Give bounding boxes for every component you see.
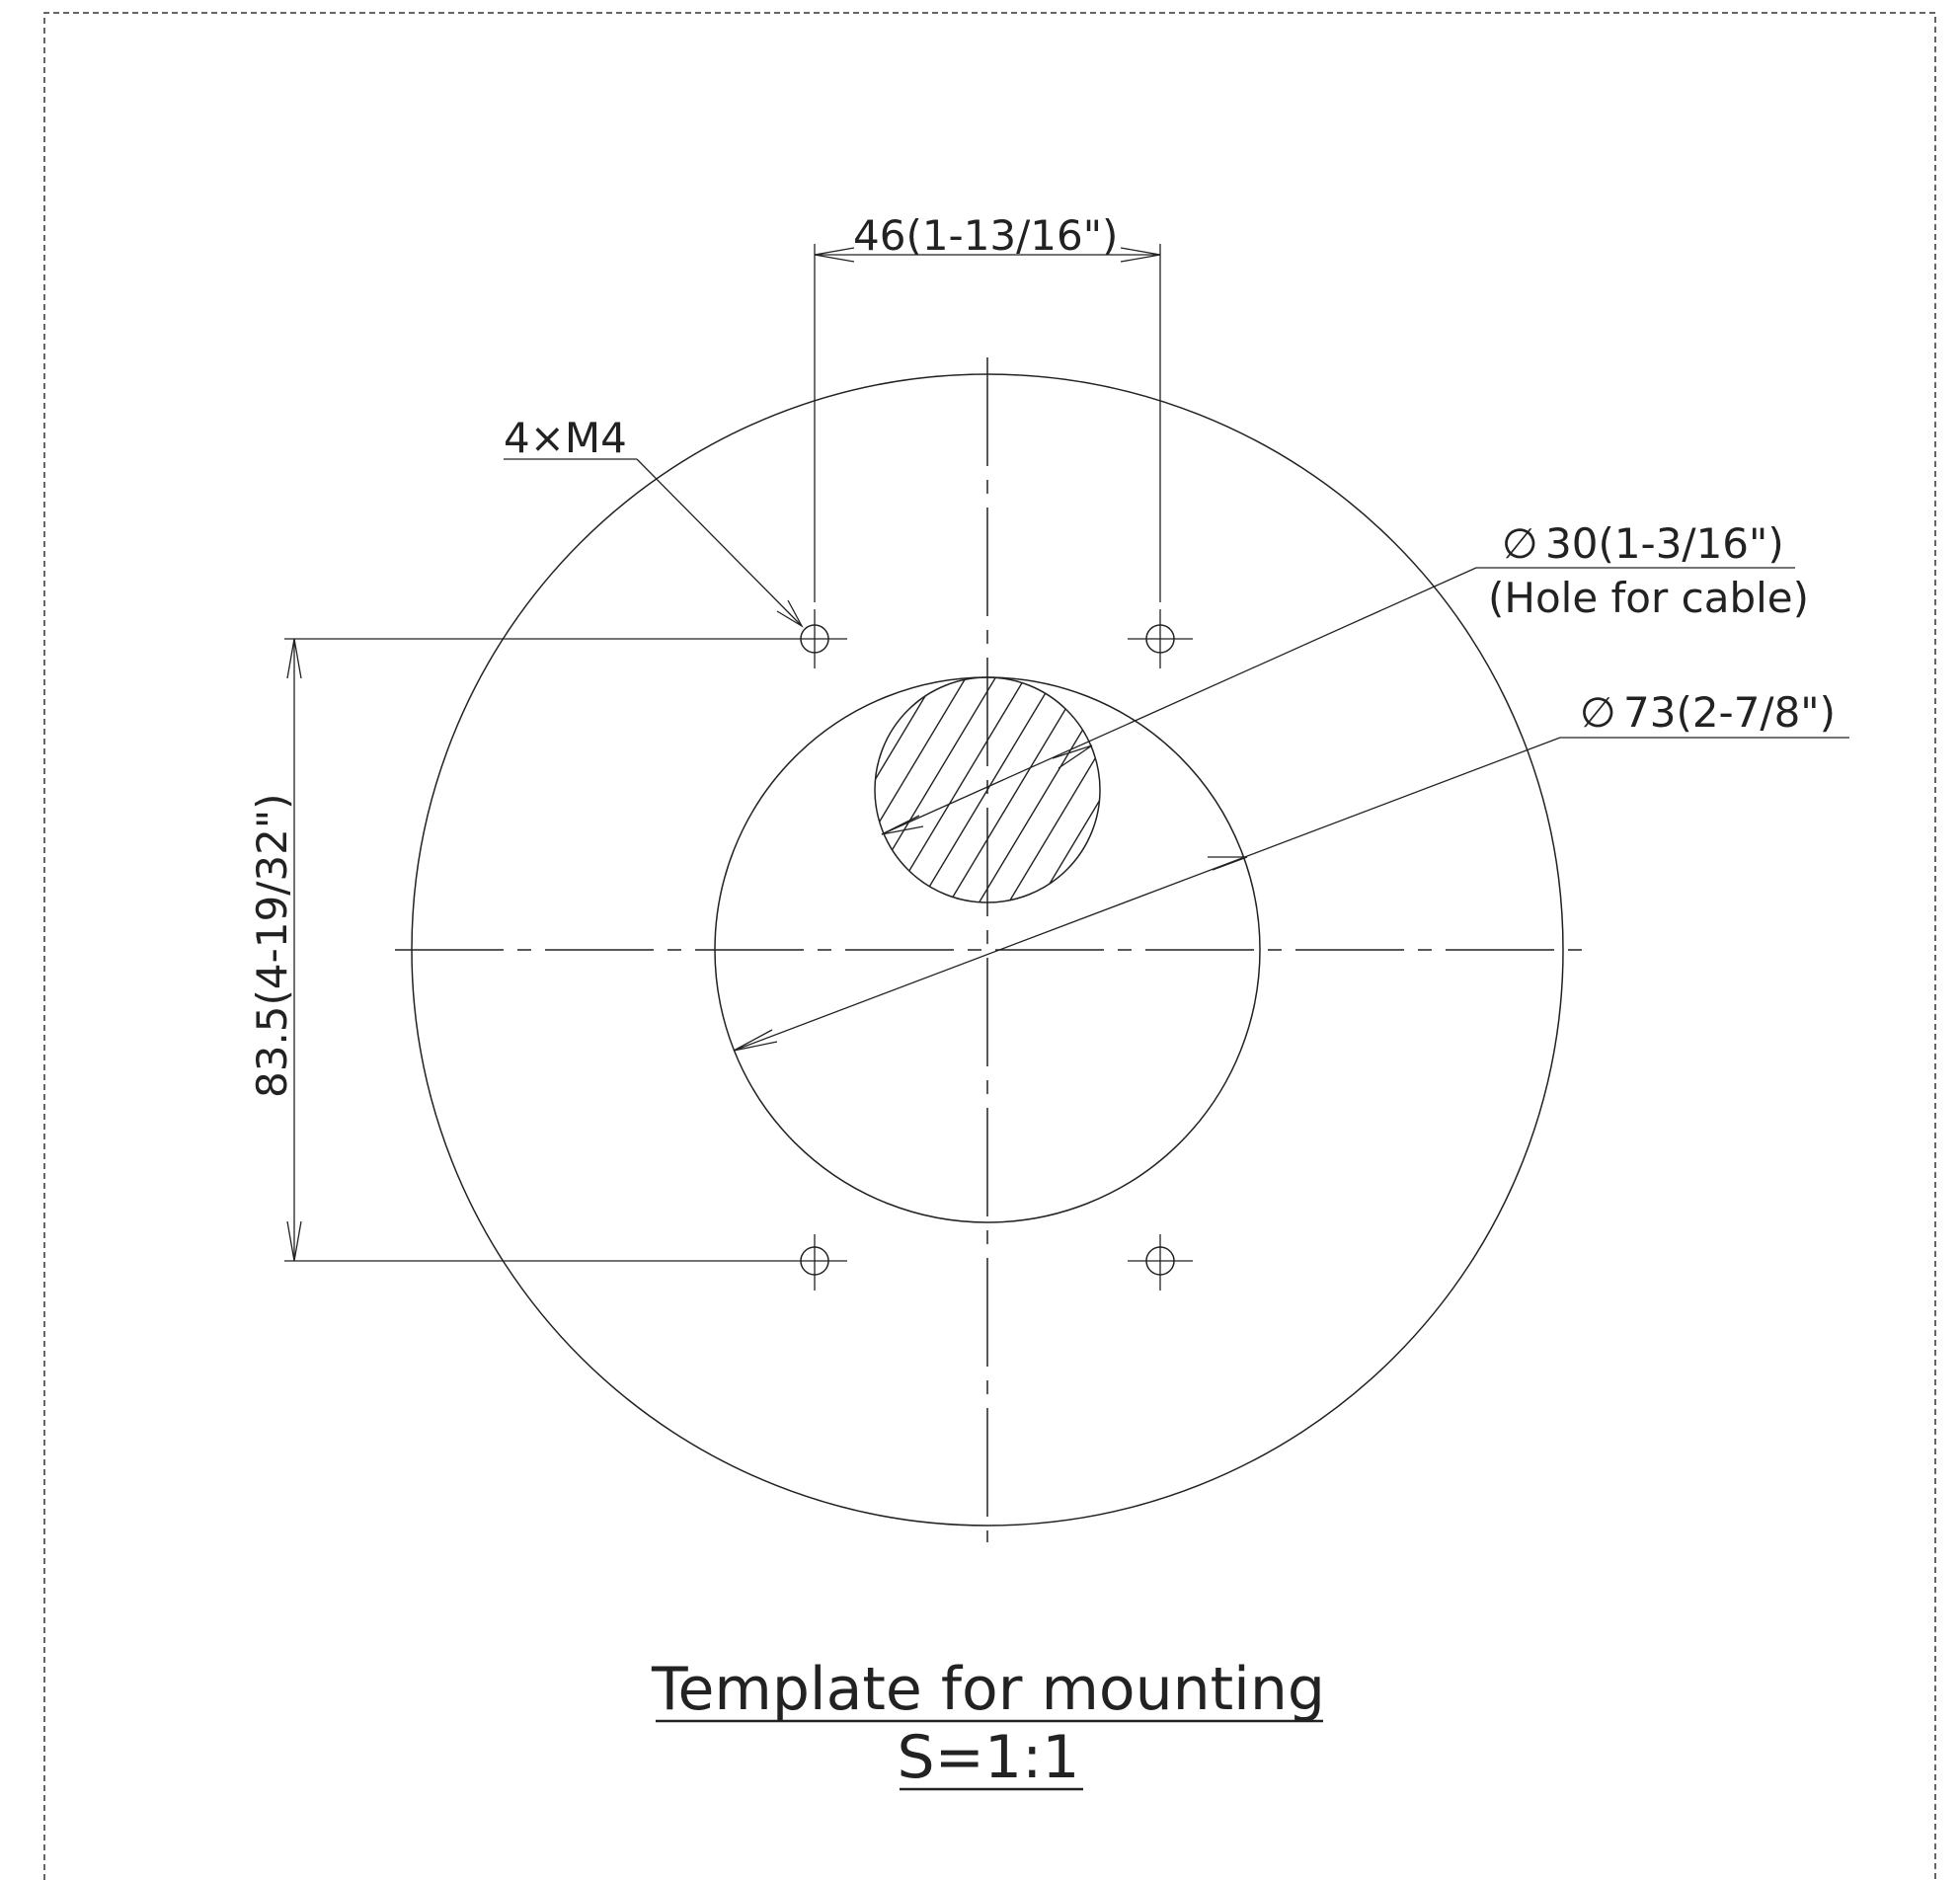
diameter-symbol-icon: ∅ [1502,519,1538,568]
cable-hole [874,676,1101,903]
inner-diameter-annotation: ∅ 73(2-7/8") [1580,688,1836,737]
inner-diameter-leader [733,737,1849,1052]
screw-hole-bottom-right [1128,1234,1193,1291]
mounting-screws-label: 4×M4 [504,414,627,462]
template-title: Template for mounting [651,1655,1325,1724]
diameter-symbol-icon: ∅ [1580,688,1616,737]
cable-hole-diameter-annotation: ∅ 30(1-3/16") [1502,519,1784,568]
screw-hole-bottom-left [785,1234,847,1291]
inner-diameter-label: 73(2-7/8") [1623,688,1836,737]
cable-hole-diameter-label: 30(1-3/16") [1545,519,1784,568]
horizontal-spacing-label: 46(1-13/16") [853,211,1118,260]
cable-hole-note: (Hole for cable) [1488,574,1809,622]
horizontal-spacing-dimension [814,244,1161,602]
cable-hole-hatching [875,677,1100,902]
vertical-spacing-label: 83.5(4-19/32") [248,793,296,1098]
mounting-screws-leader [504,458,804,628]
screw-hole-top-left [785,609,847,668]
cable-hole-diameter-leader [881,567,1795,835]
vertical-spacing-dimension [284,638,785,1262]
scale-label: S=1:1 [898,1723,1080,1792]
screw-hole-top-right [1128,609,1193,668]
page-border [43,12,1936,1880]
